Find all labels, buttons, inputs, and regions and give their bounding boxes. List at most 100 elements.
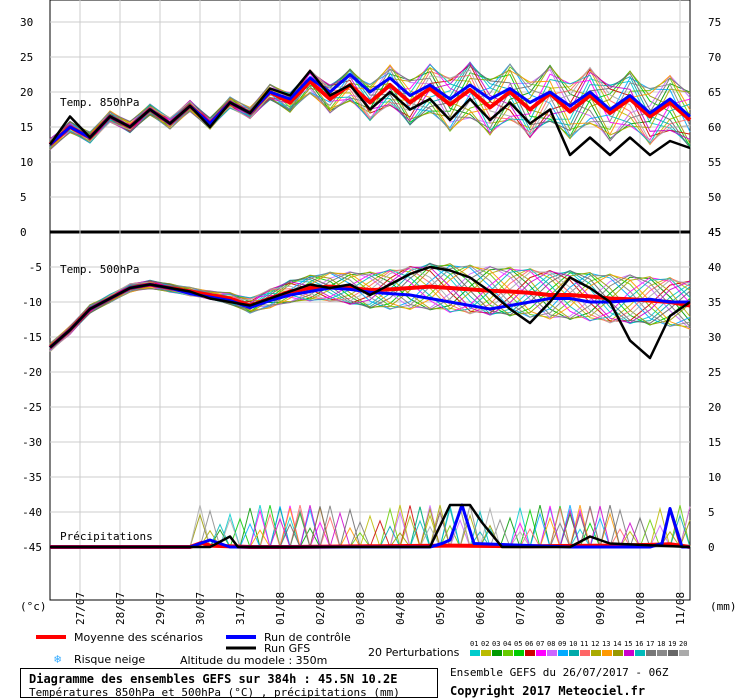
- tick-label-500-right: 10: [708, 471, 721, 484]
- run-info: Ensemble GEFS du 26/07/2017 - 06Z: [450, 666, 669, 679]
- tick-label-850-right: 70: [708, 51, 721, 64]
- perturbation-id-label: 16: [635, 640, 643, 648]
- footer-title-box: Diagramme des ensembles GEFS sur 384h : …: [20, 668, 438, 699]
- tick-label-850-right: 50: [708, 191, 721, 204]
- perturbation-swatch: [668, 650, 678, 656]
- tick-label-500-right: 20: [708, 401, 721, 414]
- perturbation-line: [49, 63, 691, 144]
- perturbation-id-label: 02: [481, 640, 489, 648]
- perturbation-swatch: [514, 650, 524, 656]
- perturbation-swatch: [613, 650, 623, 656]
- x-date-label: 03/08: [354, 592, 367, 625]
- t500-series-line: [49, 265, 691, 360]
- x-date-label: 11/08: [674, 592, 687, 625]
- perturbation-id-label: 15: [624, 640, 632, 648]
- x-date-label: 29/07: [154, 592, 167, 625]
- x-date-label: 10/08: [634, 592, 647, 625]
- perturbation-line: [49, 263, 691, 348]
- perturbation-id-label: 18: [657, 640, 665, 648]
- perturbation-line: [49, 63, 691, 149]
- perturbation-swatch: [635, 650, 645, 656]
- perturbation-id-label: 08: [547, 640, 555, 648]
- legend-altitude: Altitude du modele : 350m: [180, 654, 327, 667]
- perturbation-swatch: [679, 650, 689, 656]
- perturbation-line: [49, 65, 691, 149]
- x-date-label: 30/07: [194, 592, 207, 625]
- legend-perturbations: 20 Perturbations: [368, 646, 460, 659]
- tick-label-850-right: 60: [708, 121, 721, 134]
- perturbation-id-label: 19: [668, 640, 676, 648]
- perturbation-id-label: 07: [536, 640, 544, 648]
- perturbation-line: [49, 266, 691, 348]
- tick-label-500-left: -45: [22, 541, 42, 554]
- perturbation-id-label: 05: [514, 640, 522, 648]
- perturbation-id-label: 04: [503, 640, 511, 648]
- x-date-label: 05/08: [434, 592, 447, 625]
- panel-label-850: Temp. 850hPa: [60, 96, 139, 109]
- chart-subtitle: Températures 850hPa et 500hPa (°C) , pré…: [29, 686, 400, 699]
- tick-label-500-left: -30: [22, 436, 42, 449]
- tick-label-850-left: 15: [20, 121, 33, 134]
- unit-left: (°c): [20, 600, 47, 613]
- perturbation-id-label: 10: [569, 640, 577, 648]
- tick-label-500-right: 40: [708, 261, 721, 274]
- x-date-label: 27/07: [74, 592, 87, 625]
- x-date-label: 09/08: [594, 592, 607, 625]
- tick-label-500-left: -5: [29, 261, 42, 274]
- tick-label-850-left: 30: [20, 16, 33, 29]
- tick-label-850-left: 20: [20, 86, 33, 99]
- perturbation-id-label: 17: [646, 640, 654, 648]
- perturbation-swatch: [558, 650, 568, 656]
- perturbation-swatch: [569, 650, 579, 656]
- tick-label-500-left: -20: [22, 366, 42, 379]
- perturbation-id-label: 14: [613, 640, 621, 648]
- perturbation-id-label: 12: [591, 640, 599, 648]
- tick-label-500-left: -25: [22, 401, 42, 414]
- panel-label-precip: Précipitations: [60, 530, 153, 543]
- tick-label-500-right: 25: [708, 366, 721, 379]
- x-date-label: 31/07: [234, 592, 247, 625]
- perturbation-id-label: 20: [679, 640, 687, 648]
- snowflake-icon: ❄: [54, 652, 61, 666]
- x-date-label: 06/08: [474, 592, 487, 625]
- perturbation-id-label: 06: [525, 640, 533, 648]
- tick-label-850-right: 45: [708, 226, 721, 239]
- legend-gfs: Run GFS: [264, 642, 310, 655]
- panel-label-500: Temp. 500hPa: [60, 263, 139, 276]
- perturbation-id-label: 01: [470, 640, 478, 648]
- perturbation-swatch: [657, 650, 667, 656]
- perturbation-swatch: [591, 650, 601, 656]
- x-date-label: 01/08: [274, 592, 287, 625]
- perturbation-swatch: [624, 650, 634, 656]
- precip-series-line: [50, 503, 691, 549]
- perturbation-id-label: 03: [492, 640, 500, 648]
- perturbation-swatch: [503, 650, 513, 656]
- perturbation-line: [49, 66, 691, 143]
- perturbation-swatch: [536, 650, 546, 656]
- legend-snow-risk: Risque neige: [74, 653, 145, 666]
- copyright: Copyright 2017 Meteociel.fr: [450, 684, 646, 698]
- x-date-label: 07/08: [514, 592, 527, 625]
- perturbation-swatch: [470, 650, 480, 656]
- perturbation-line: [49, 266, 691, 351]
- tick-label-850-right: 55: [708, 156, 721, 169]
- perturbation-swatch: [547, 650, 557, 656]
- perturbation-swatch: [580, 650, 590, 656]
- unit-right: (mm): [710, 600, 737, 613]
- tick-label-850-left: 25: [20, 51, 33, 64]
- tick-label-500-right: 45: [708, 226, 721, 239]
- perturbation-id-label: 13: [602, 640, 610, 648]
- legend-control: Run de contrôle: [264, 631, 351, 644]
- tick-label-500-right: 5: [708, 506, 715, 519]
- perturbation-swatch: [602, 650, 612, 656]
- tick-label-500-left: -40: [22, 506, 42, 519]
- chart-title: Diagramme des ensembles GEFS sur 384h : …: [29, 672, 398, 686]
- tick-label-500-right: 35: [708, 296, 721, 309]
- perturbation-id-label: 09: [558, 640, 566, 648]
- perturbation-line: [49, 268, 691, 352]
- tick-label-850-left: 0: [20, 226, 27, 239]
- t850-series-line: [48, 69, 691, 157]
- perturbation-swatch: [646, 650, 656, 656]
- perturbation-line: [49, 65, 691, 148]
